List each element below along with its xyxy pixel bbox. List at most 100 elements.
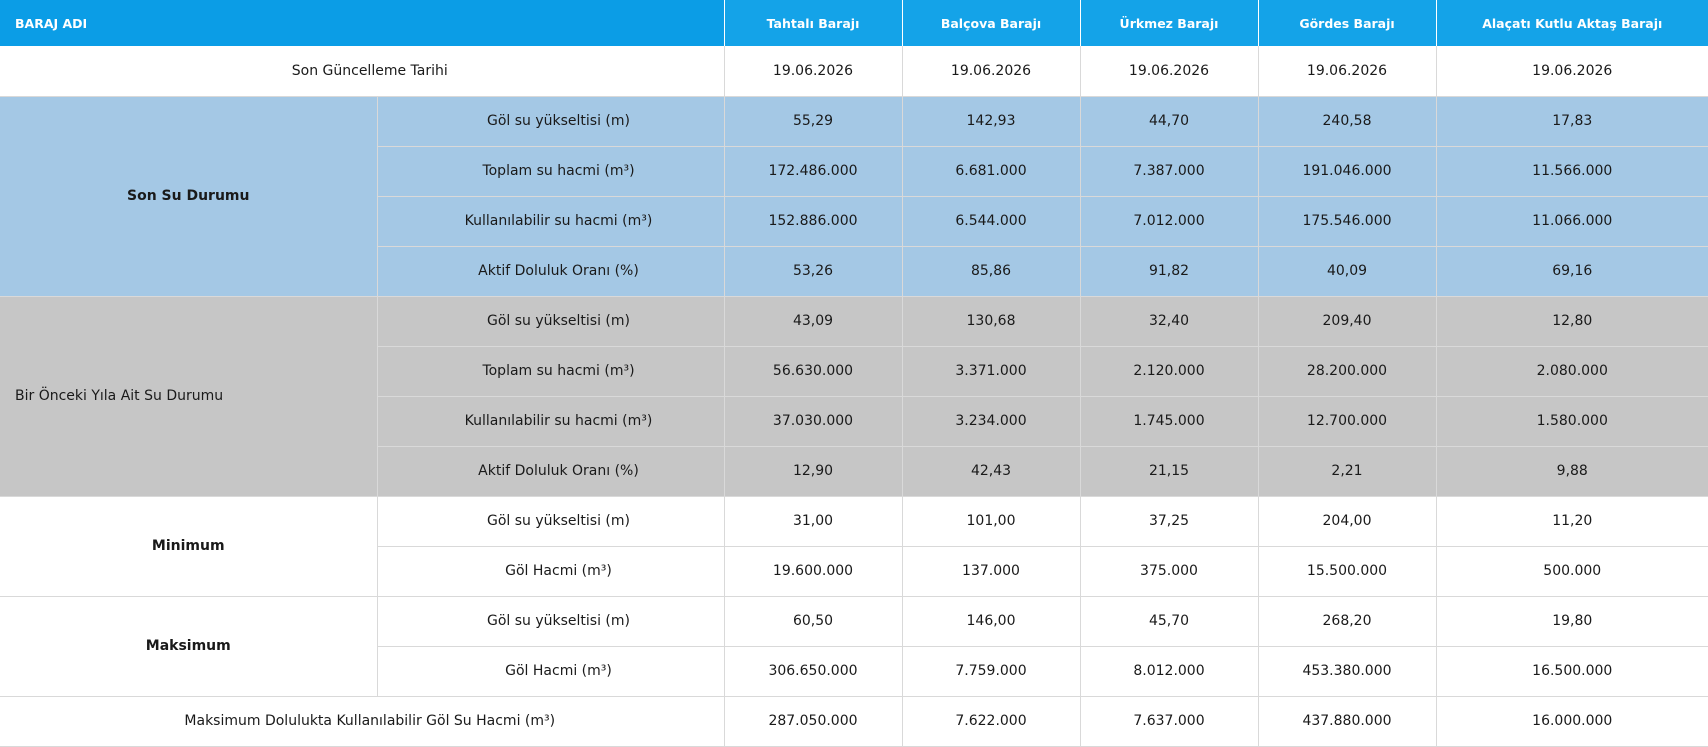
table-cell: 16.000.000 [1436,696,1708,747]
table-cell: 7.637.000 [1080,696,1259,747]
table-cell: 3.234.000 [902,396,1081,447]
table-cell: 40,09 [1258,246,1437,297]
table-cell: 453.380.000 [1258,646,1437,697]
table-cell: 209,40 [1258,296,1437,347]
table-cell: 287.050.000 [724,696,903,747]
table-cell: 9,88 [1436,446,1708,497]
table-cell: 130,68 [902,296,1081,347]
dam-header-balcova: Balçova Barajı [902,0,1081,46]
table-row: Minimum Göl su yükseltisi (m) 31,00 101,… [0,496,1708,597]
table-row: Toplam su hacmi (m³) 172.486.000 6.681.0… [0,146,1708,197]
table-cell: 191.046.000 [1258,146,1437,197]
table-cell: 2,21 [1258,446,1437,497]
metric-label: Kullanılabilir su hacmi (m³) [377,196,725,247]
table-cell: 56.630.000 [724,346,903,397]
table-cell: 1.745.000 [1080,396,1259,447]
table-cell: 8.012.000 [1080,646,1259,697]
table-cell: 240,58 [1258,96,1437,147]
table-cell: 101,00 [902,496,1081,547]
table-cell: 137.000 [902,546,1081,597]
current-status-group-label: Son Su Durumu [0,96,378,297]
table-cell: 60,50 [724,596,903,647]
previous-year-group-label: Bir Önceki Yıla Ait Su Durumu [0,296,378,497]
table-row: Kullanılabilir su hacmi (m³) 152.886.000… [0,196,1708,247]
dam-name-header: BARAJ ADI [0,0,725,46]
table-cell: 268,20 [1258,596,1437,647]
table-cell: 45,70 [1080,596,1259,647]
table-cell: 437.880.000 [1258,696,1437,747]
metric-label: Göl su yükseltisi (m) [377,496,725,547]
metric-label: Toplam su hacmi (m³) [377,346,725,397]
table-cell: 85,86 [902,246,1081,297]
table-cell: 175.546.000 [1258,196,1437,247]
metric-label: Göl Hacmi (m³) [377,546,725,597]
table-cell: 12,90 [724,446,903,497]
table-cell: 7.387.000 [1080,146,1259,197]
table-cell: 1.580.000 [1436,396,1708,447]
table-cell: 42,43 [902,446,1081,497]
table-cell: 69,16 [1436,246,1708,297]
table-cell: 19.06.2026 [1080,46,1259,97]
table-cell: 2.080.000 [1436,346,1708,397]
dam-header-urkmez: Ürkmez Barajı [1080,0,1259,46]
update-date-row: Son Güncelleme Tarihi 19.06.2026 19.06.2… [0,46,1708,97]
table-cell: 2.120.000 [1080,346,1259,397]
table-cell: 55,29 [724,96,903,147]
table-cell: 28.200.000 [1258,346,1437,397]
table-cell: 12.700.000 [1258,396,1437,447]
table-cell: 11.066.000 [1436,196,1708,247]
table-cell: 37,25 [1080,496,1259,547]
table-row: Maksimum Göl su yükseltisi (m) 60,50 146… [0,596,1708,697]
table-cell: 44,70 [1080,96,1259,147]
table-cell: 7.622.000 [902,696,1081,747]
metric-label: Göl su yükseltisi (m) [377,296,725,347]
table-cell: 11.566.000 [1436,146,1708,197]
metric-label: Göl Hacmi (m³) [377,646,725,697]
metric-label: Aktif Doluluk Oranı (%) [377,246,725,297]
table-cell: 6.681.000 [902,146,1081,197]
table-cell: 53,26 [724,246,903,297]
table-cell: 152.886.000 [724,196,903,247]
table-cell: 3.371.000 [902,346,1081,397]
table-cell: 43,09 [724,296,903,347]
table-cell: 142,93 [902,96,1081,147]
table-cell: 15.500.000 [1258,546,1437,597]
table-row: Toplam su hacmi (m³) 56.630.000 3.371.00… [0,346,1708,397]
table-cell: 500.000 [1436,546,1708,597]
table-cell: 31,00 [724,496,903,547]
table-cell: 306.650.000 [724,646,903,697]
header-row: BARAJ ADI Tahtalı Barajı Balçova Barajı … [0,0,1708,46]
update-date-label: Son Güncelleme Tarihi [0,46,725,97]
dam-header-gordes: Gördes Barajı [1258,0,1437,46]
table-cell: 19.600.000 [724,546,903,597]
table-cell: 19.06.2026 [724,46,903,97]
metric-label: Göl su yükseltisi (m) [377,96,725,147]
table-cell: 204,00 [1258,496,1437,547]
table-cell: 375.000 [1080,546,1259,597]
table-cell: 19,80 [1436,596,1708,647]
table-cell: 7.759.000 [902,646,1081,697]
table-row: Bir Önceki Yıla Ait Su Durumu Göl su yük… [0,296,1708,497]
metric-label: Toplam su hacmi (m³) [377,146,725,197]
max-usable-volume-label: Maksimum Dolulukta Kullanılabilir Göl Su… [0,696,725,747]
metric-label: Kullanılabilir su hacmi (m³) [377,396,725,447]
dam-header-alacati: Alaçatı Kutlu Aktaş Barajı [1436,0,1708,46]
table-row: Göl Hacmi (m³) 306.650.000 7.759.000 8.0… [0,646,1708,697]
table-cell: 19.06.2026 [1258,46,1437,97]
table-row: Göl Hacmi (m³) 19.600.000 137.000 375.00… [0,546,1708,597]
metric-label: Göl su yükseltisi (m) [377,596,725,647]
max-usable-volume-row: Maksimum Dolulukta Kullanılabilir Göl Su… [0,696,1708,747]
table-cell: 91,82 [1080,246,1259,297]
table-cell: 11,20 [1436,496,1708,547]
table-cell: 21,15 [1080,446,1259,497]
metric-label: Aktif Doluluk Oranı (%) [377,446,725,497]
table-row: Aktif Doluluk Oranı (%) 12,90 42,43 21,1… [0,446,1708,497]
table-row: Son Su Durumu Göl su yükseltisi (m) 55,2… [0,96,1708,297]
table-cell: 16.500.000 [1436,646,1708,697]
maximum-group-label: Maksimum [0,596,378,697]
minimum-group-label: Minimum [0,496,378,597]
table-cell: 19.06.2026 [902,46,1081,97]
dam-header-tahtali: Tahtalı Barajı [724,0,903,46]
table-cell: 19.06.2026 [1436,46,1708,97]
